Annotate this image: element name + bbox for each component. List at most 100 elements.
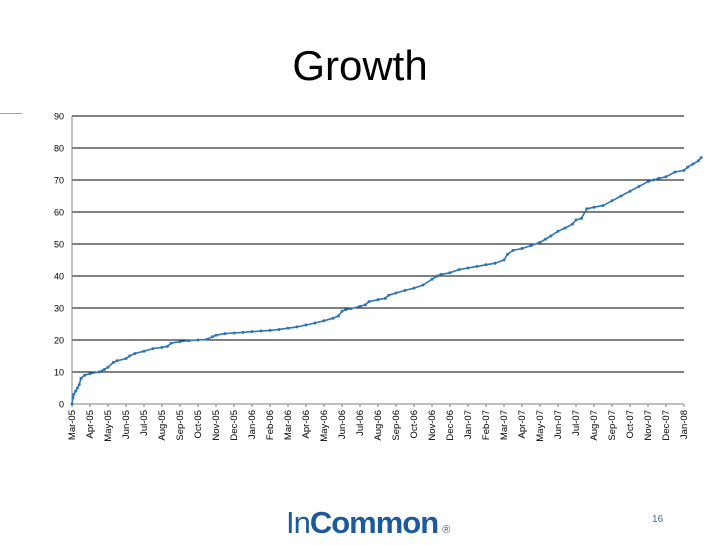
- data-point: [646, 180, 650, 184]
- data-point: [457, 268, 461, 272]
- data-point: [673, 170, 677, 174]
- data-point: [277, 327, 281, 331]
- data-point: [295, 325, 299, 329]
- data-point: [165, 344, 169, 348]
- data-point: [205, 337, 209, 341]
- x-tick-label: Jul-05: [139, 410, 150, 436]
- x-tick-label: Feb-07: [481, 410, 492, 440]
- y-axis-tick-labels: 0 10 20 30 40 50 60 70 80 90: [54, 112, 64, 410]
- data-point: [383, 296, 387, 300]
- data-point: [376, 298, 380, 302]
- series: [70, 156, 703, 406]
- data-point: [592, 205, 596, 209]
- data-point: [563, 226, 567, 230]
- x-tick-label: Apr-07: [517, 410, 528, 439]
- left-divider: [0, 113, 22, 114]
- x-tick-label: Jul-07: [571, 410, 582, 436]
- x-tick-label: Jun-06: [337, 410, 348, 439]
- growth-line-chart: 0 10 20 30 40 50 60 70 80 90 Mar-05 Apr-05 May-05 Ju…: [54, 112, 703, 442]
- x-tick-label: Jun-07: [553, 410, 564, 439]
- data-point: [696, 159, 700, 163]
- x-tick-label: Mar-07: [499, 410, 510, 440]
- y-tick-label: 20: [54, 336, 64, 346]
- data-point: [601, 204, 605, 208]
- data-point: [574, 218, 578, 222]
- x-tick-label: Sep-06: [391, 410, 402, 441]
- x-tick-label: Dec-06: [445, 410, 456, 441]
- data-point: [585, 207, 589, 211]
- y-tick-label: 90: [54, 112, 64, 122]
- x-tick-label: May-06: [319, 410, 330, 442]
- data-point: [331, 316, 335, 320]
- x-tick-label: Dec-05: [229, 410, 240, 441]
- data-point: [699, 156, 703, 160]
- x-tick-label: Feb-06: [265, 410, 276, 440]
- x-tick-label: Aug-07: [589, 410, 600, 441]
- logo-in-text: In: [286, 505, 311, 540]
- data-point: [466, 266, 470, 270]
- x-tick-label: Oct-05: [193, 410, 204, 439]
- data-point: [570, 222, 574, 226]
- data-point: [421, 283, 425, 287]
- axes: [71, 116, 684, 405]
- x-axis-tick-labels: Mar-05 Apr-05 May-05 Jun-05 Jul-05 Aug-05 Sep-…: [67, 404, 690, 442]
- y-tick-label: 50: [54, 240, 64, 250]
- data-point: [268, 328, 272, 332]
- data-point: [439, 272, 443, 276]
- data-point: [115, 359, 119, 363]
- x-tick-label: May-07: [535, 410, 546, 442]
- data-point: [304, 323, 308, 327]
- data-point: [610, 199, 614, 203]
- x-tick-label: Jan-06: [247, 410, 258, 439]
- data-point: [358, 304, 362, 308]
- data-point: [259, 329, 263, 333]
- series-line-0: [71, 157, 702, 405]
- data-point: [133, 351, 137, 355]
- x-tick-label: Aug-06: [373, 410, 384, 441]
- data-point: [549, 234, 553, 238]
- y-tick-label: 70: [54, 176, 64, 186]
- x-tick-label: Nov-07: [643, 410, 654, 441]
- data-point: [435, 274, 439, 278]
- data-point: [70, 402, 74, 406]
- data-point: [196, 338, 200, 342]
- data-point: [178, 340, 182, 344]
- data-point: [250, 330, 254, 334]
- data-point: [579, 216, 583, 220]
- data-point: [511, 248, 515, 252]
- x-tick-label: Jan-07: [463, 410, 474, 439]
- y-tick-label: 60: [54, 208, 64, 218]
- data-point: [241, 330, 245, 334]
- y-tick-label: 40: [54, 272, 64, 282]
- registered-mark: ®: [442, 524, 451, 536]
- data-point: [88, 372, 92, 376]
- data-point: [520, 246, 524, 250]
- data-point: [529, 244, 533, 248]
- data-point: [430, 277, 434, 281]
- x-tick-label: Mar-05: [67, 410, 78, 440]
- data-point: [367, 300, 371, 304]
- y-tick-label: 10: [54, 368, 64, 378]
- data-point: [75, 386, 79, 390]
- x-tick-label: Oct-07: [625, 410, 636, 439]
- data-point: [187, 339, 191, 343]
- x-tick-label: Apr-05: [85, 410, 96, 439]
- data-point: [664, 175, 668, 179]
- data-point: [142, 349, 146, 353]
- x-tick-label: May-05: [103, 410, 114, 442]
- logo-common-text: Common: [309, 505, 439, 540]
- data-point: [210, 335, 214, 339]
- data-point: [124, 357, 128, 361]
- data-point: [344, 308, 348, 312]
- data-point: [77, 383, 81, 387]
- x-tick-label: Dec-07: [661, 410, 672, 441]
- data-point: [72, 392, 76, 396]
- data-point: [448, 271, 452, 275]
- data-point: [71, 396, 75, 400]
- y-tick-label: 30: [54, 304, 64, 314]
- x-tick-label: Mar-06: [283, 410, 294, 440]
- data-point: [543, 237, 547, 241]
- data-point: [691, 162, 695, 166]
- data-point: [412, 286, 416, 290]
- x-tick-label: Sep-05: [175, 410, 186, 441]
